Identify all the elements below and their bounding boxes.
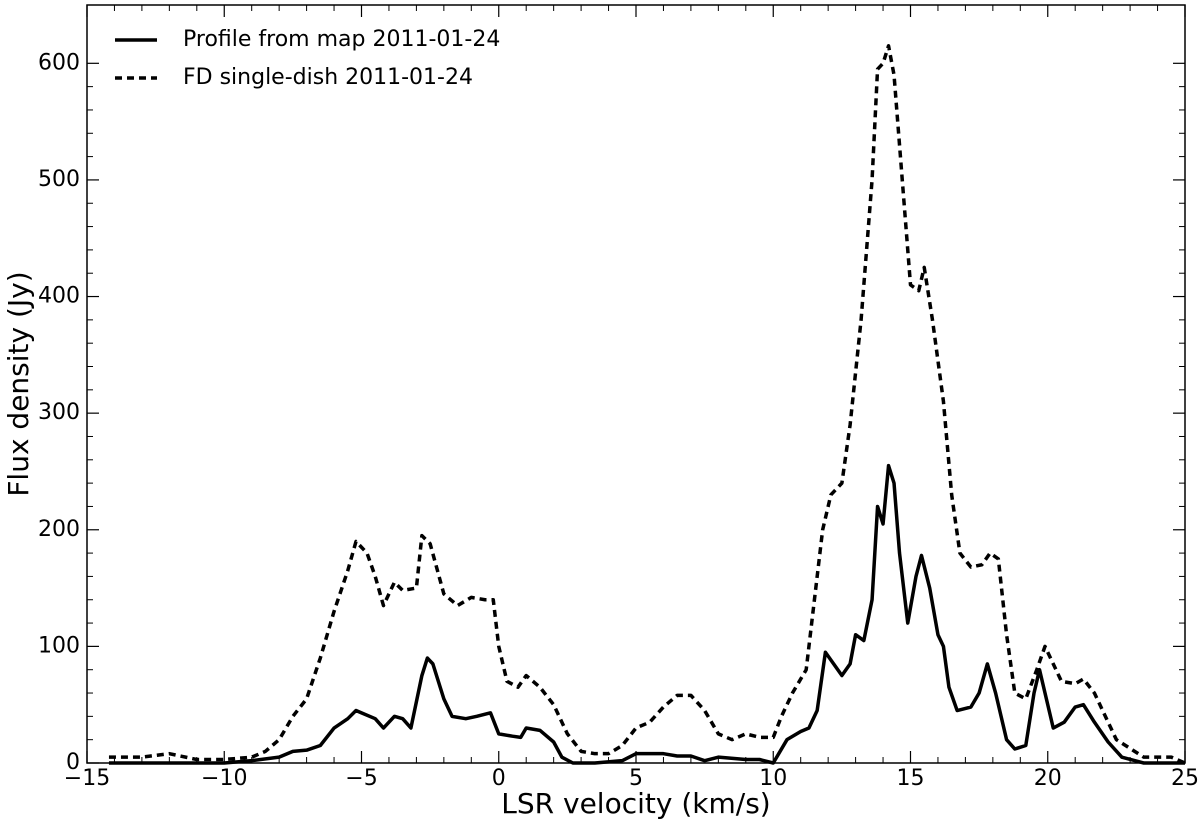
x-tick-label: −5 [345, 766, 377, 791]
y-tick-label: 0 [66, 750, 80, 775]
y-tick-label: 200 [38, 517, 80, 542]
legend-label: FD single-dish 2011-01-24 [183, 65, 473, 90]
x-tick-label: 15 [897, 766, 925, 791]
series-line [108, 44, 1186, 765]
x-tick-label: 10 [759, 766, 787, 791]
x-tick-label: −10 [201, 766, 247, 791]
x-axis-label: LSR velocity (km/s) [501, 787, 770, 820]
x-tick-label: 5 [629, 766, 643, 791]
x-tick-label: 20 [1034, 766, 1062, 791]
legend-label: Profile from map 2011-01-24 [183, 27, 500, 52]
plot-frame [86, 4, 1186, 764]
y-tick-label: 500 [38, 167, 80, 192]
x-tick-label: 25 [1171, 766, 1199, 791]
y-tick-label: 400 [38, 284, 80, 309]
x-tick-label: 0 [492, 766, 506, 791]
x-tick-label: −15 [64, 766, 110, 791]
y-tick-label: 300 [38, 400, 80, 425]
series-line [108, 463, 1185, 765]
y-axis-label: Flux density (Jy) [2, 271, 35, 496]
y-tick-label: 100 [38, 633, 80, 658]
y-tick-label: 600 [38, 50, 80, 75]
